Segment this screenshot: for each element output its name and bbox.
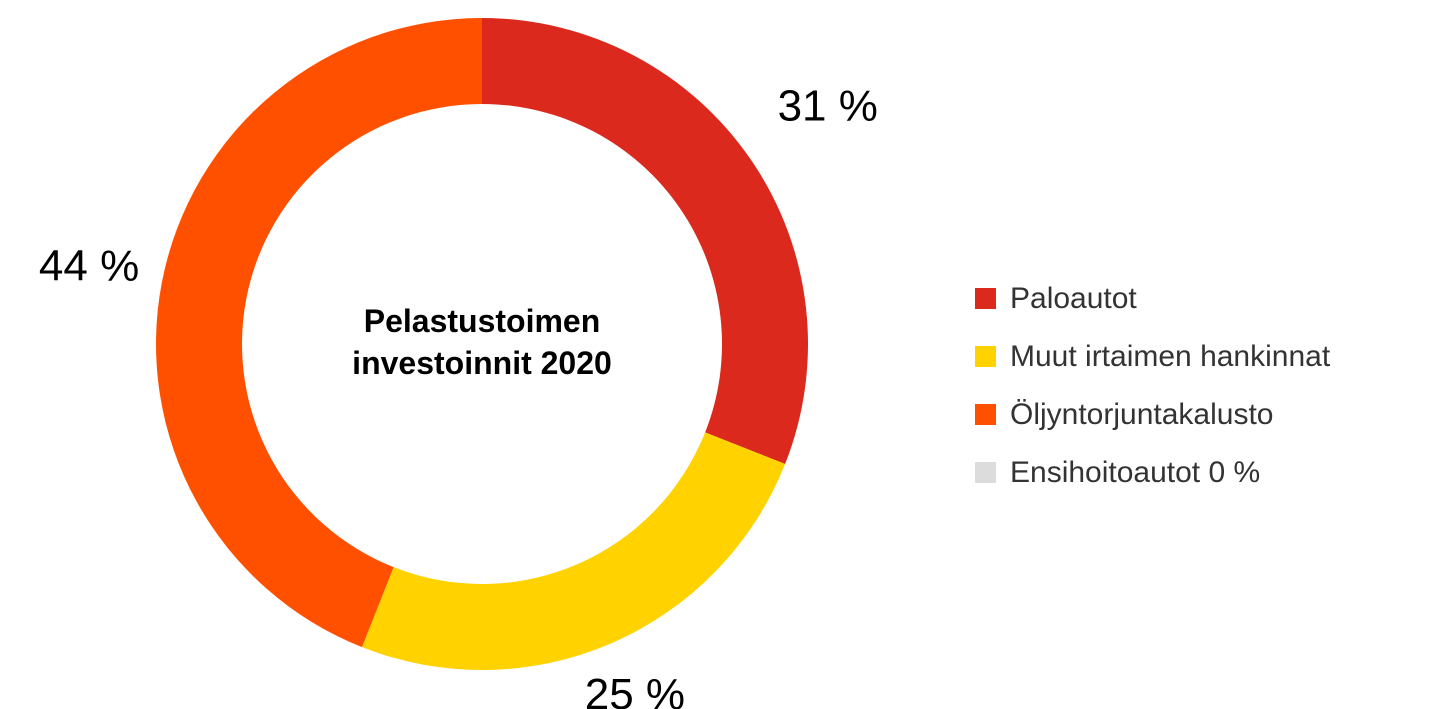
- legend-swatch: [975, 346, 996, 367]
- legend-label: Muut irtaimen hankinnat: [1010, 340, 1331, 373]
- value-label: 25 %: [585, 670, 685, 709]
- legend-label: Paloautot: [1010, 282, 1137, 315]
- value-label: 31 %: [778, 82, 878, 131]
- donut-slice: [361, 432, 786, 670]
- donut-slice: [156, 18, 482, 648]
- legend-swatch: [975, 288, 996, 309]
- chart-title: Pelastustoimen investoinnit 2020: [352, 303, 612, 381]
- legend-swatch: [975, 404, 996, 425]
- legend-label: Ensihoitoautot 0 %: [1010, 456, 1260, 489]
- legend-label: Öljyntorjuntakalusto: [1010, 398, 1273, 431]
- value-label: 44 %: [39, 242, 139, 291]
- legend-swatch: [975, 462, 996, 483]
- donut-slice: [482, 18, 809, 465]
